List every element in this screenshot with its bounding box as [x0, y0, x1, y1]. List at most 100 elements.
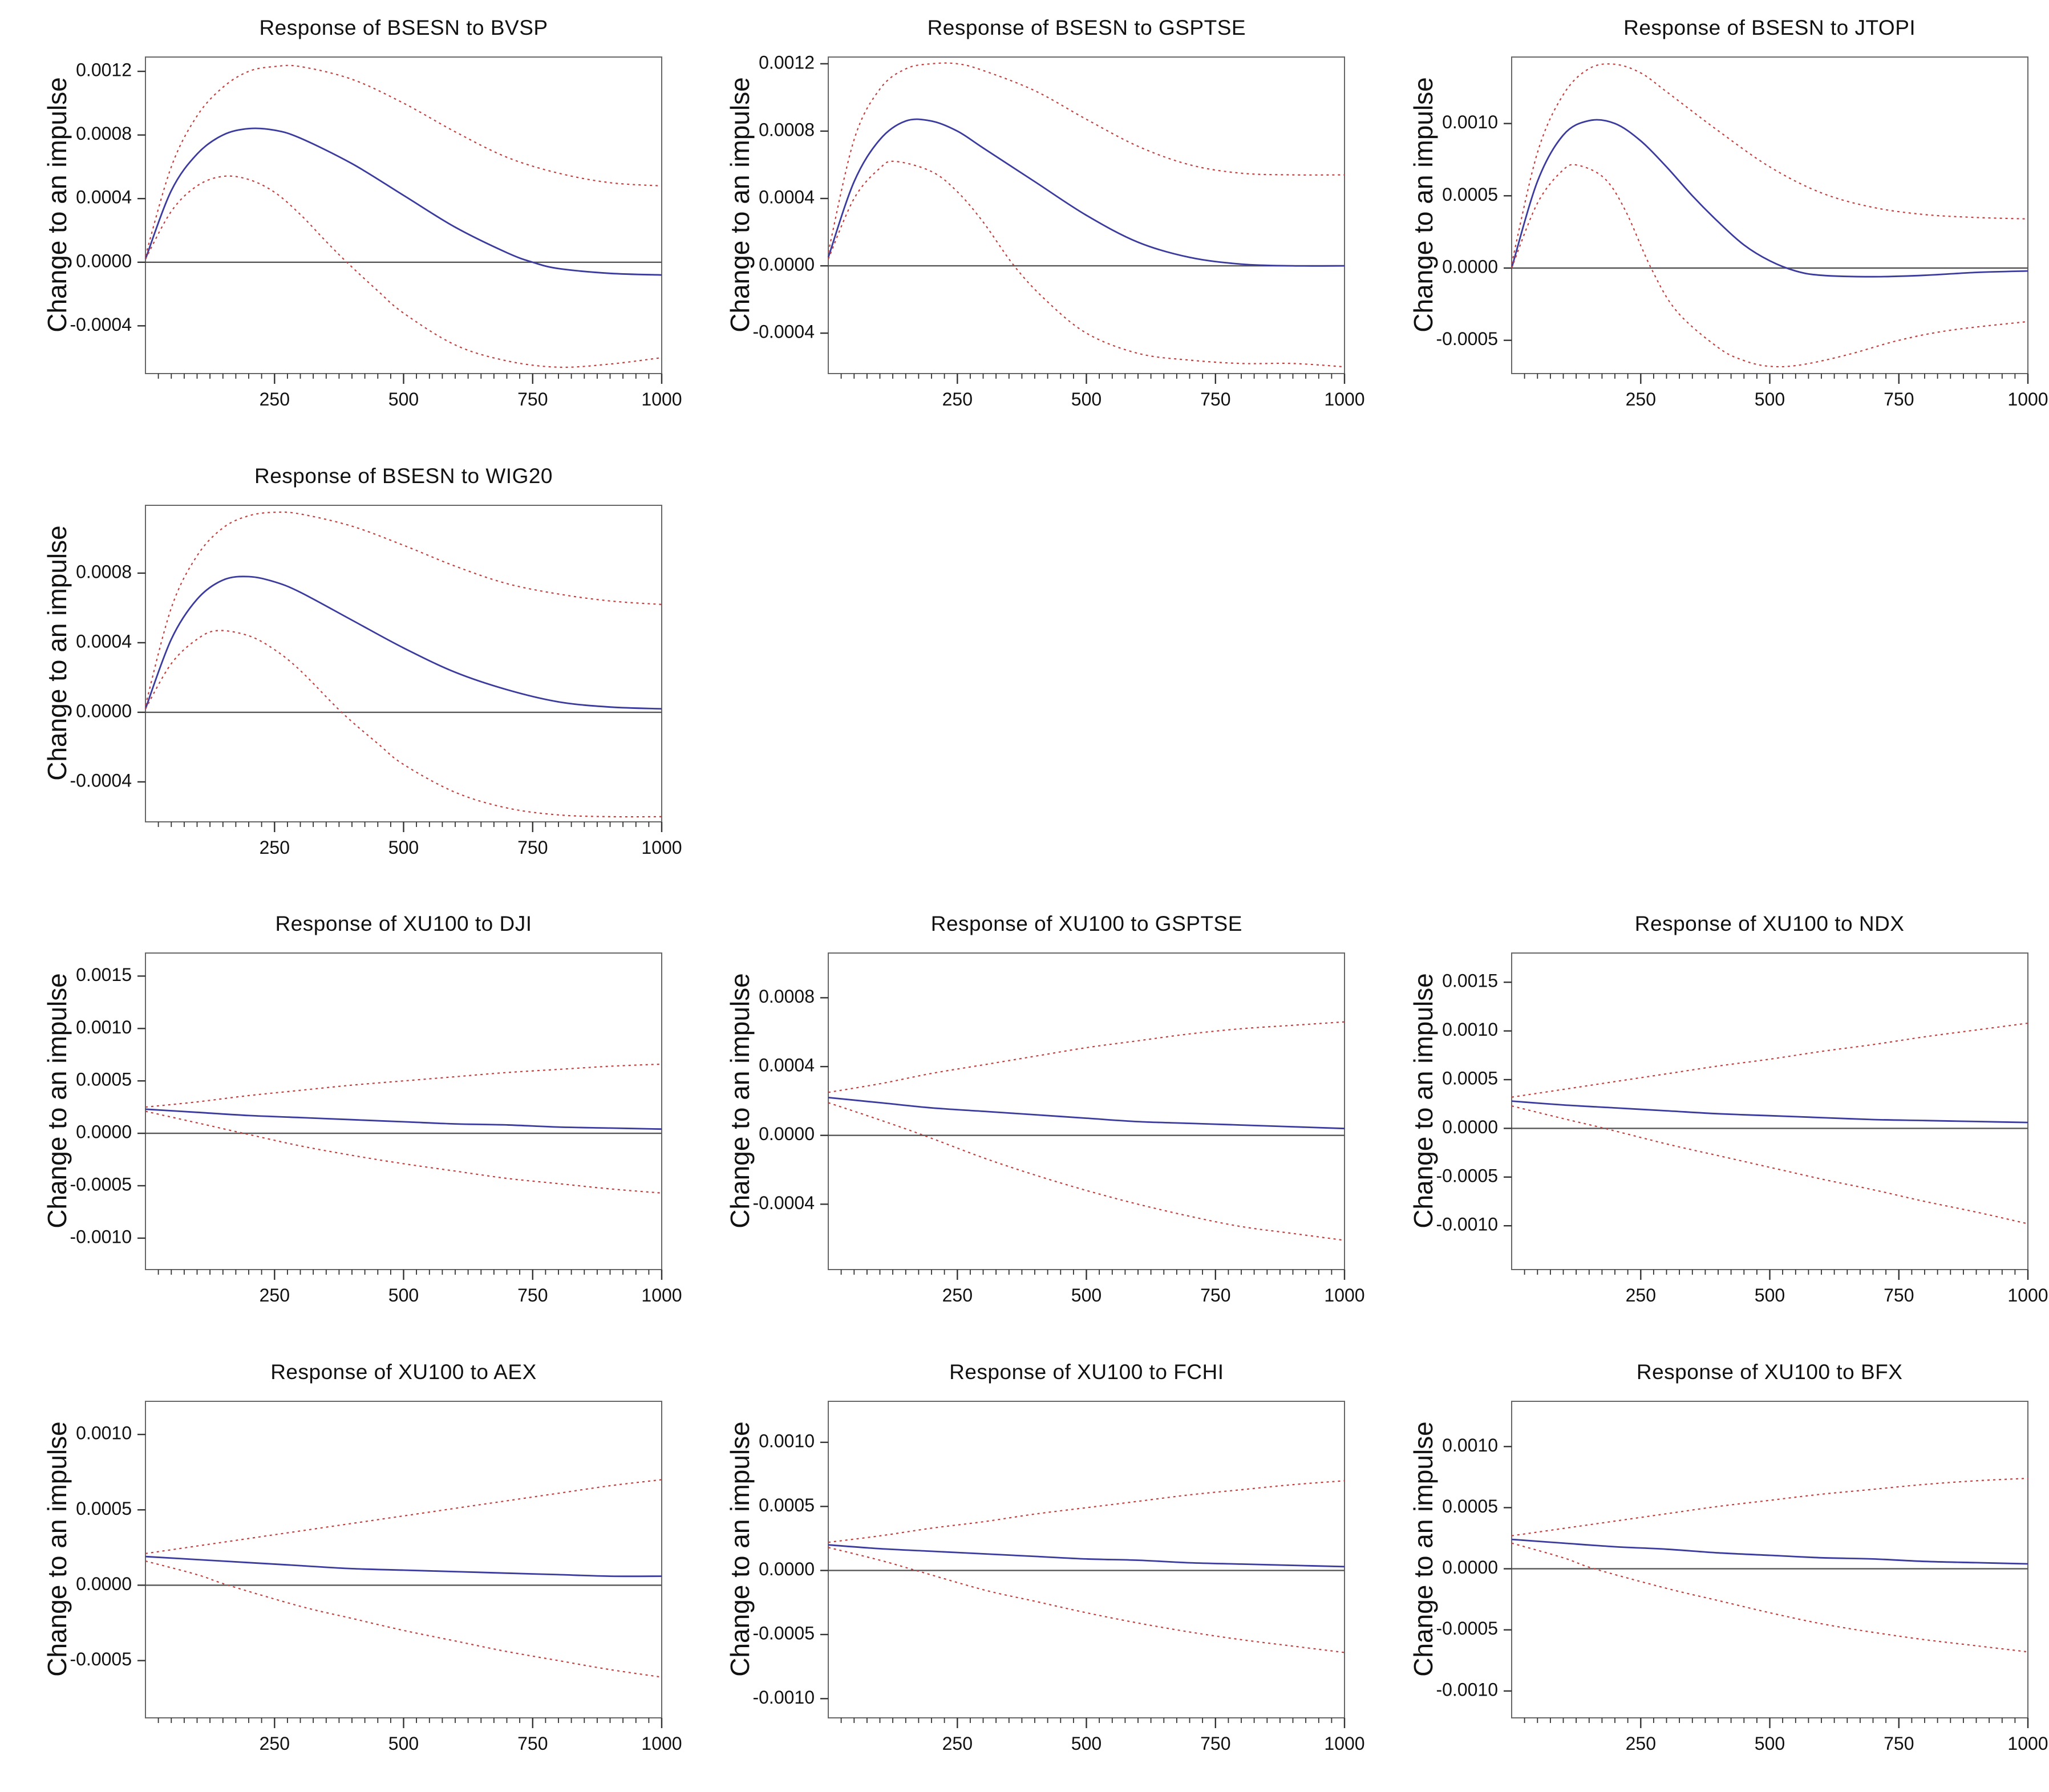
- plot-box: [145, 1400, 662, 1718]
- y-tick-label: 0.0010: [1442, 1434, 1498, 1455]
- lower-band-line: [145, 1110, 662, 1194]
- y-tick-label: 0.0010: [76, 1017, 132, 1037]
- x-tick-label: 750: [517, 389, 548, 410]
- x-tick-label: 750: [517, 1733, 548, 1754]
- plot-box: [1511, 1400, 2028, 1718]
- response-line: [145, 1555, 662, 1577]
- y-tick-label: 0.0010: [1442, 1019, 1498, 1040]
- x-tick-label: 1000: [2007, 1733, 2048, 1754]
- y-tick-label: 0.0015: [1442, 971, 1498, 991]
- response-line: [145, 1108, 662, 1130]
- x-tick-label: 500: [1754, 389, 1784, 410]
- y-tick-label: 0.0005: [1442, 1495, 1498, 1516]
- lower-band-line: [1511, 164, 2028, 368]
- plot-area: 0.0015 0.0010 0.0005 0.0000 -0.0005 -0.0010 25…: [1436, 952, 2048, 1306]
- upper-band-line: [1511, 1477, 2028, 1536]
- x-tick-label: 500: [1071, 1285, 1102, 1306]
- lower-band-line: [145, 1560, 662, 1678]
- chart-cell: Response of BSESN to BVSP Change to an im…: [0, 0, 683, 448]
- y-tick-label: 0.0000: [1442, 256, 1498, 277]
- chart-cell: Response of XU100 to FCHI Change to an im…: [683, 1344, 1366, 1792]
- chart-title: Response of XU100 to NDX: [1634, 912, 1905, 935]
- response-line: [1511, 119, 2028, 278]
- upper-band-line: [828, 1479, 1345, 1543]
- x-tick-label: 500: [1071, 389, 1102, 410]
- y-tick-label: 0.0000: [76, 700, 132, 721]
- y-tick-label: 0.0010: [76, 1422, 132, 1443]
- y-tick-label: -0.0010: [1436, 1214, 1498, 1235]
- chart-cell: Response of XU100 to DJI Change to an imp…: [0, 896, 683, 1344]
- y-tick-label: 0.0005: [759, 1494, 815, 1515]
- x-tick-label: 250: [942, 1285, 973, 1306]
- chart-title: Response of BSESN to JTOPI: [1623, 16, 1916, 39]
- x-tick-label: 500: [1754, 1285, 1784, 1306]
- x-tick-label: 750: [1200, 1733, 1230, 1754]
- x-tick-label: 250: [260, 1733, 290, 1754]
- y-tick-label: -0.0004: [70, 770, 132, 790]
- x-tick-label: 1000: [641, 1733, 682, 1754]
- y-tick-label: 0.0000: [759, 1124, 815, 1144]
- y-tick-label: 0.0015: [76, 964, 132, 985]
- x-tick-label: 1000: [2007, 1285, 2048, 1306]
- x-tick-label: 500: [1754, 1733, 1784, 1754]
- y-tick-label: 0.0008: [76, 123, 132, 144]
- response-line: [1511, 1100, 2028, 1124]
- lower-band-line: [145, 629, 662, 817]
- y-tick-label: 0.0004: [759, 187, 815, 207]
- plot-box: [145, 952, 662, 1270]
- x-tick-label: 750: [1884, 1285, 1914, 1306]
- plot-area: 0.0010 0.0005 0.0000 -0.0005 -0.0010 250 500 75…: [1436, 1400, 2048, 1754]
- chart-cell: Response of XU100 to AEX Change to an imp…: [0, 1344, 683, 1792]
- plot-area: 0.0010 0.0005 0.0000 -0.0005 250 500 750 1000: [70, 1400, 682, 1754]
- chart-cell: Response of BSESN to WIG20 Change to an i…: [0, 448, 683, 896]
- y-tick-label: 0.0010: [759, 1430, 815, 1451]
- chart-title: Response of BSESN to WIG20: [254, 464, 553, 488]
- chart-title: Response of XU100 to GSPTSE: [930, 912, 1242, 935]
- chart-title: Response of XU100 to DJI: [275, 912, 532, 935]
- plot-area: 0.0010 0.0005 0.0000 -0.0005 -0.0010 250 500 75…: [753, 1400, 1365, 1754]
- x-tick-label: 250: [260, 1285, 290, 1306]
- chart-title: Response of XU100 to AEX: [270, 1360, 537, 1384]
- plot-box: [828, 952, 1346, 1270]
- plot-box: [1511, 952, 2028, 1270]
- y-tick-label: 0.0008: [759, 119, 815, 140]
- x-tick-label: 250: [260, 837, 290, 858]
- lower-band-line: [828, 1102, 1345, 1241]
- lower-band-line: [828, 160, 1345, 368]
- y-tick-label: -0.0004: [70, 314, 132, 335]
- y-tick-label: 0.0005: [76, 1069, 132, 1090]
- y-tick-label: -0.0005: [1436, 1618, 1498, 1639]
- upper-band-line: [828, 62, 1345, 253]
- upper-band-line: [828, 1021, 1345, 1093]
- x-tick-label: 250: [942, 1733, 973, 1754]
- x-tick-label: 750: [1200, 389, 1230, 410]
- y-tick-label: 0.0000: [1442, 1117, 1498, 1137]
- x-tick-label: 750: [517, 837, 548, 858]
- lower-band-line: [828, 1546, 1345, 1653]
- y-tick-label: -0.0004: [753, 1193, 815, 1213]
- upper-band-line: [144, 511, 662, 706]
- x-tick-label: 1000: [1325, 389, 1365, 410]
- response-line: [144, 575, 662, 709]
- lower-band-line: [1511, 1105, 2028, 1225]
- upper-band-line: [1511, 1022, 2028, 1098]
- y-tick-label: 0.0008: [759, 986, 815, 1007]
- plot-area: 0.0008 0.0004 0.0000 -0.0004 250 500 750 1000: [753, 952, 1365, 1306]
- chart-title: Response of XU100 to FCHI: [949, 1360, 1224, 1384]
- y-tick-label: 0.0005: [1442, 1068, 1498, 1088]
- y-tick-label: 0.0010: [1442, 112, 1498, 132]
- plot-area: 0.0012 0.0008 0.0004 0.0000 -0.0004 250 500 750…: [70, 56, 682, 410]
- y-tick-label: 0.0004: [759, 1055, 815, 1076]
- chart-cell: Response of BSESN to JTOPI Change to an i…: [1366, 0, 2049, 448]
- x-tick-label: 500: [388, 1733, 419, 1754]
- y-tick-label: -0.0010: [1436, 1679, 1498, 1700]
- x-tick-label: 750: [1200, 1285, 1230, 1306]
- y-tick-label: 0.0008: [76, 561, 132, 582]
- x-tick-label: 250: [1625, 389, 1655, 410]
- chart-cell: Response of XU100 to NDX Change to an imp…: [1366, 896, 2049, 1344]
- chart-cell: Response of BSESN to GSPTSE Change to an …: [683, 0, 1366, 448]
- x-tick-label: 500: [388, 837, 419, 858]
- chart-title: Response of BSESN to GSPTSE: [927, 16, 1246, 39]
- y-tick-label: 0.0000: [759, 254, 815, 275]
